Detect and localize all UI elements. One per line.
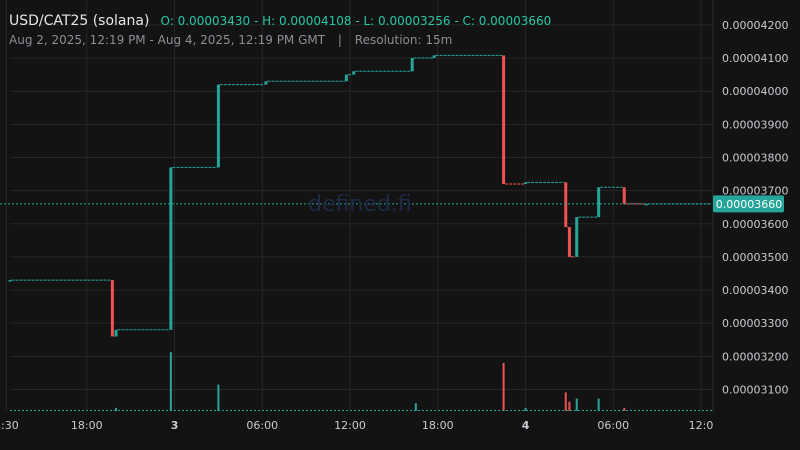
y-tick-label: 0.00003500 bbox=[722, 251, 788, 264]
y-tick-label: 0.00003200 bbox=[722, 350, 788, 363]
candle-body bbox=[169, 167, 173, 330]
candle-body bbox=[432, 55, 436, 59]
ohlc-readout: O: 0.00003430 - H: 0.00004108 - L: 0.000… bbox=[160, 14, 552, 28]
last-price-label: 0.00003660 bbox=[716, 198, 782, 211]
volume-bar bbox=[568, 401, 571, 411]
candle-body bbox=[264, 81, 268, 85]
last-price-marker: 0.00003660 bbox=[0, 195, 784, 213]
last-price-badge bbox=[713, 195, 784, 213]
candle-body bbox=[216, 84, 220, 168]
candle-body bbox=[524, 182, 528, 184]
candle-body bbox=[502, 55, 506, 184]
x-tick-label: 4 bbox=[522, 419, 530, 432]
candle-body bbox=[567, 227, 571, 257]
x-tick-label: 06:00 bbox=[246, 419, 278, 432]
x-tick-label: 3 bbox=[171, 419, 179, 432]
candlesticks bbox=[8, 54, 711, 337]
candle-body bbox=[352, 71, 356, 75]
x-tick-label: 06:00 bbox=[597, 419, 629, 432]
volume-bar bbox=[414, 403, 417, 411]
chart-subheader: Aug 2, 2025, 12:19 PM - Aug 4, 2025, 12:… bbox=[9, 33, 452, 47]
x-axis: 2:30 18:00 3 06:00 12:00 18:00 4 06:00 12:0 bbox=[0, 419, 713, 432]
volume-bar bbox=[502, 362, 505, 411]
symbol-title: USD/CAT25 (solana) bbox=[9, 13, 150, 29]
y-tick-label: 0.00004200 bbox=[722, 19, 788, 32]
x-tick-label: 12:0 bbox=[689, 419, 714, 432]
candle-body bbox=[575, 217, 579, 257]
y-tick-label: 0.00003300 bbox=[722, 317, 788, 330]
x-tick-label: 18:00 bbox=[71, 419, 103, 432]
volume-bar bbox=[169, 352, 172, 411]
candle-body bbox=[564, 182, 568, 228]
candle-body bbox=[622, 187, 626, 204]
date-range: Aug 2, 2025, 12:19 PM - Aug 4, 2025, 12:… bbox=[9, 33, 326, 47]
y-tick-label: 0.00003400 bbox=[722, 284, 788, 297]
grid-lines bbox=[5, 0, 712, 411]
x-tick-label: 12:00 bbox=[334, 419, 366, 432]
y-tick-label: 0.00003800 bbox=[722, 151, 788, 164]
candle-body bbox=[597, 187, 601, 218]
candle-body bbox=[410, 58, 414, 72]
y-tick-label: 0.00004000 bbox=[722, 85, 788, 98]
x-tick-label: 18:00 bbox=[422, 419, 454, 432]
volume-bar bbox=[623, 407, 626, 411]
y-axis: 0.00003100 0.00003200 0.00003300 0.00003400… bbox=[712, 0, 788, 412]
volume-bar bbox=[564, 392, 567, 411]
y-tick-label: 0.00004100 bbox=[722, 52, 788, 65]
watermark: defined.fi bbox=[308, 192, 412, 217]
candle-body bbox=[8, 280, 12, 282]
candle-body bbox=[644, 203, 648, 206]
y-tick-label: 0.00003600 bbox=[722, 218, 788, 231]
volume-bar bbox=[115, 407, 118, 411]
candle-body bbox=[344, 74, 348, 82]
resolution-label: Resolution: 15m bbox=[354, 33, 453, 47]
volume-bars bbox=[10, 352, 712, 411]
chart-header: USD/CAT25 (solana) O: 0.00003430 - H: 0.… bbox=[9, 10, 551, 29]
volume-bar bbox=[597, 398, 600, 411]
separator: | bbox=[337, 33, 342, 47]
candle-body bbox=[110, 280, 114, 337]
x-tick-label: 2:30 bbox=[0, 419, 19, 432]
volume-bar bbox=[575, 398, 578, 411]
y-tick-label: 0.00003900 bbox=[722, 118, 788, 131]
candle-body bbox=[114, 329, 118, 337]
volume-bar bbox=[217, 384, 220, 411]
y-tick-label: 0.00003100 bbox=[722, 383, 788, 396]
volume-bar bbox=[524, 407, 527, 411]
y-tick-label: 0.00003700 bbox=[722, 185, 788, 198]
